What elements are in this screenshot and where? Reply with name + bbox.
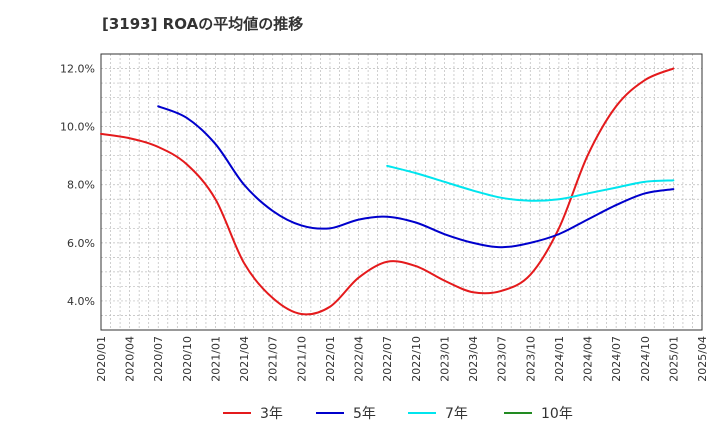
x-tick-label: 2024/07 — [610, 336, 623, 382]
x-tick-label: 2020/07 — [152, 336, 165, 382]
x-tick-label: 2021/04 — [238, 336, 251, 382]
x-tick-label: 2021/01 — [209, 336, 222, 382]
y-tick-label: 6.0% — [67, 237, 95, 250]
x-tick-label: 2024/04 — [582, 336, 595, 382]
x-tick-label: 2023/07 — [496, 336, 509, 382]
series-5y-line — [157, 105, 675, 249]
x-tick-label: 2022/10 — [410, 336, 423, 382]
x-tick-label: 2023/04 — [467, 336, 480, 382]
x-tick-label: 2023/01 — [438, 336, 451, 382]
x-tick-label: 2024/10 — [639, 336, 652, 382]
chart-title: [3193] ROAの平均値の推移 — [102, 15, 304, 33]
y-tick-label: 4.0% — [67, 295, 95, 308]
x-tick-label: 2022/04 — [353, 336, 366, 382]
legend-5y-label: 5年 — [353, 406, 376, 422]
x-tick-label: 2022/01 — [324, 336, 337, 382]
x-tick-label: 2022/07 — [381, 336, 394, 382]
legend-10y-label: 10年 — [541, 406, 573, 422]
x-tick-label: 2021/10 — [295, 336, 308, 382]
legend-7y-label: 7年 — [445, 406, 468, 422]
y-tick-label: 10.0% — [60, 121, 95, 134]
x-tick-label: 2020/01 — [95, 336, 108, 382]
plot-area — [101, 54, 702, 330]
x-tick-label: 2021/07 — [267, 336, 280, 382]
y-tick-label: 12.0% — [60, 63, 95, 76]
plot-frame — [100, 53, 703, 331]
x-tick-label: 2025/04 — [696, 336, 709, 382]
series-7y-line — [386, 164, 675, 202]
x-tick-label: 2025/01 — [667, 336, 680, 382]
x-tick-label: 2020/04 — [124, 336, 137, 382]
y-tick-label: 8.0% — [67, 179, 95, 192]
legend-3y-label: 3年 — [260, 406, 283, 422]
x-tick-label: 2024/01 — [553, 336, 566, 382]
x-tick-label: 2020/10 — [181, 336, 194, 382]
series-3y-line — [100, 67, 675, 316]
x-tick-label: 2023/10 — [524, 336, 537, 382]
